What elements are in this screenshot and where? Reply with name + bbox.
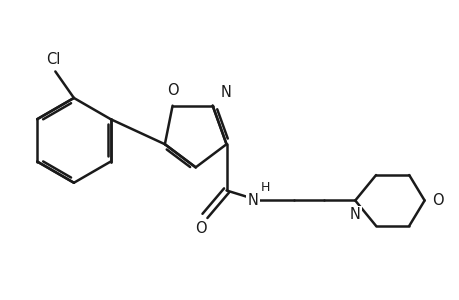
Text: N: N (247, 193, 257, 208)
Text: O: O (195, 221, 207, 236)
Text: N: N (349, 207, 360, 222)
Text: H: H (261, 181, 270, 194)
Text: Cl: Cl (46, 52, 60, 67)
Text: O: O (431, 193, 443, 208)
Text: N: N (220, 85, 231, 100)
Text: O: O (167, 83, 178, 98)
